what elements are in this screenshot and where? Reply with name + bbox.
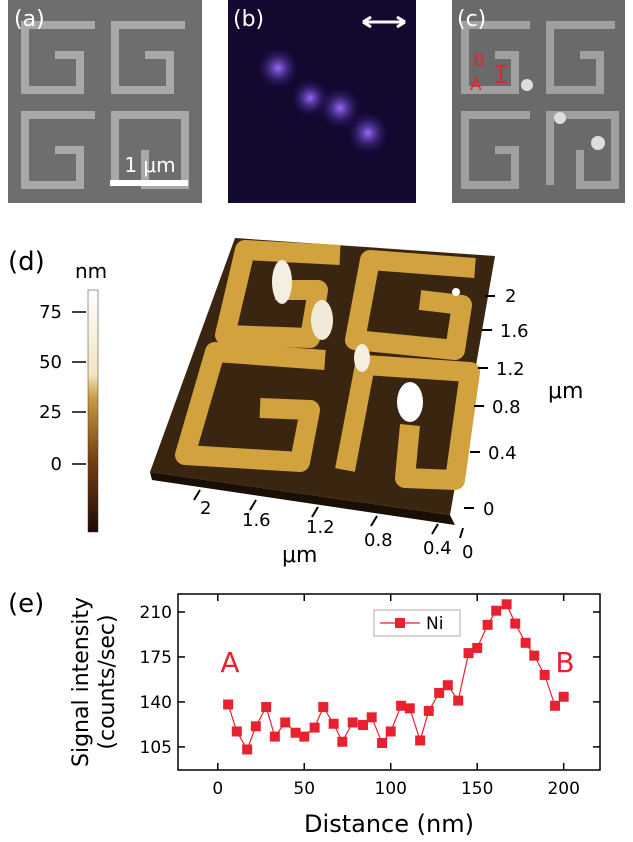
panel-b: (b) [228,0,416,203]
y-tick-label: 140 [140,693,172,713]
data-point [310,723,320,733]
scale-bar-label: 1 μm [124,153,175,177]
axis-tick: 1.6 [242,510,271,531]
data-point [261,702,271,712]
annotation: B [555,646,574,679]
y-axis-label: (counts/sec) [95,614,120,749]
x-axis-label: Distance (nm) [304,810,474,838]
x-tick-label: 0 [212,779,223,799]
data-point [377,738,387,748]
axis-tick: 0 [462,542,473,563]
data-point [415,735,425,745]
panel-label: (e) [8,589,44,619]
y-axis-label: Signal intensity [69,597,94,767]
legend-label: Ni [426,614,443,634]
axis-tick: 2 [505,286,516,307]
data-point [491,606,501,616]
panel-label: (b) [233,7,264,32]
panel-d: (d) nm 75 50 25 0 2 1.6 1.2 0.8 0.4 0 μm… [8,238,583,568]
data-point [472,643,482,653]
data-point [223,699,233,709]
marker-label: B [473,51,485,71]
axis-tick: 1.2 [496,359,525,380]
axis-tick: 0.4 [423,538,452,559]
axis-tick: 0.4 [488,443,517,464]
panel-a: (a) 1 μm [8,0,202,203]
panel-c: B A (c) [452,0,625,203]
data-point [232,726,242,736]
data-point [453,696,463,706]
data-point [510,619,520,629]
axis-tick: 2 [200,498,211,519]
colorbar-tick: 50 [39,352,62,373]
annotation: A [220,646,239,679]
data-point [337,737,347,747]
axis-tick: 0.8 [364,530,393,551]
data-point [529,651,539,661]
colorbar-tick: 25 [39,402,62,423]
data-point [424,706,434,716]
figure: (a) 1 μm (b) B A (c) (d) nm 75 50 25 0 2… [0,0,633,838]
axis-tick: 1.6 [500,321,529,342]
data-point [521,638,531,648]
y-tick-label: 210 [140,603,172,623]
data-point [358,720,368,730]
data-point [318,702,328,712]
marker-label: A [470,75,482,95]
data-point [443,680,453,690]
panel-label: (a) [14,7,45,32]
data-point [329,719,339,729]
panel-label: (d) [8,247,45,277]
data-point [464,648,474,658]
data-point [348,717,358,727]
axis-tick: 0 [483,499,494,520]
data-point [396,701,406,711]
data-point [251,721,261,731]
colorbar-tick: 75 [39,302,62,323]
y-tick-label: 105 [140,738,172,758]
axis-tick: 0.8 [492,397,521,418]
y-tick-label: 175 [140,648,172,668]
data-point [559,692,569,702]
data-point [299,732,309,742]
data-point [291,728,301,738]
x-tick-label: 200 [547,779,579,799]
x-tick-label: 150 [461,779,493,799]
x-tick-label: 100 [375,779,407,799]
data-point [405,703,415,713]
data-point [270,732,280,742]
colorbar-unit: nm [75,259,107,283]
data-point [540,670,550,680]
axis-unit: μm [548,379,583,404]
data-point [483,620,493,630]
data-point [434,688,444,698]
legend-marker [395,618,405,628]
data-point [280,717,290,727]
data-point [502,599,512,609]
data-point [386,726,396,736]
data-point [242,744,252,754]
colorbar-tick: 0 [51,454,62,475]
panel-label: (c) [457,7,486,32]
axis-unit: μm [282,543,317,568]
axis-tick: 1.2 [306,517,335,538]
data-point [550,701,560,711]
data-point [367,712,377,722]
x-tick-label: 50 [293,779,315,799]
